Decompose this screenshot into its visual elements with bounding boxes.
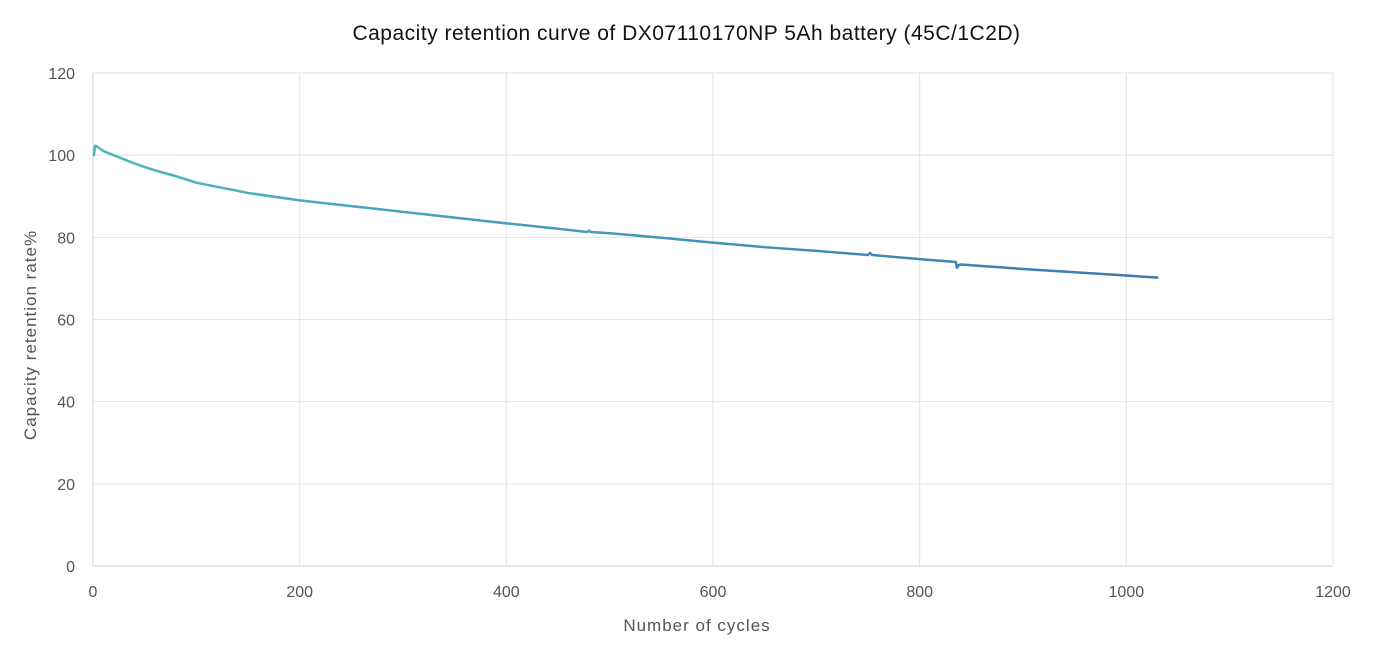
x-tick-label: 1200 [1315,584,1351,601]
y-tick-label: 40 [57,395,75,412]
x-tick-label: 600 [700,584,727,601]
x-tick-label: 1000 [1109,584,1145,601]
y-tick-label: 60 [57,313,75,330]
series-line [92,144,1159,279]
x-tick-label: 400 [493,584,520,601]
x-tick-label: 200 [286,584,313,601]
x-tick-label: 0 [89,584,98,601]
y-tick-label: 100 [48,148,75,165]
series-layer [92,144,1159,279]
y-tick-label: 20 [57,477,75,494]
y-tick-label: 120 [48,66,75,83]
y-tick-label: 80 [57,230,75,247]
x-tick-label: 800 [906,584,933,601]
y-axis-label: Capacity retention rate% [21,230,40,440]
y-tick-label: 0 [66,559,75,576]
x-axis-label: Number of cycles [623,616,770,635]
gridlines [93,72,1334,566]
chart-title: Capacity retention curve of DX07110170NP… [352,22,1021,45]
